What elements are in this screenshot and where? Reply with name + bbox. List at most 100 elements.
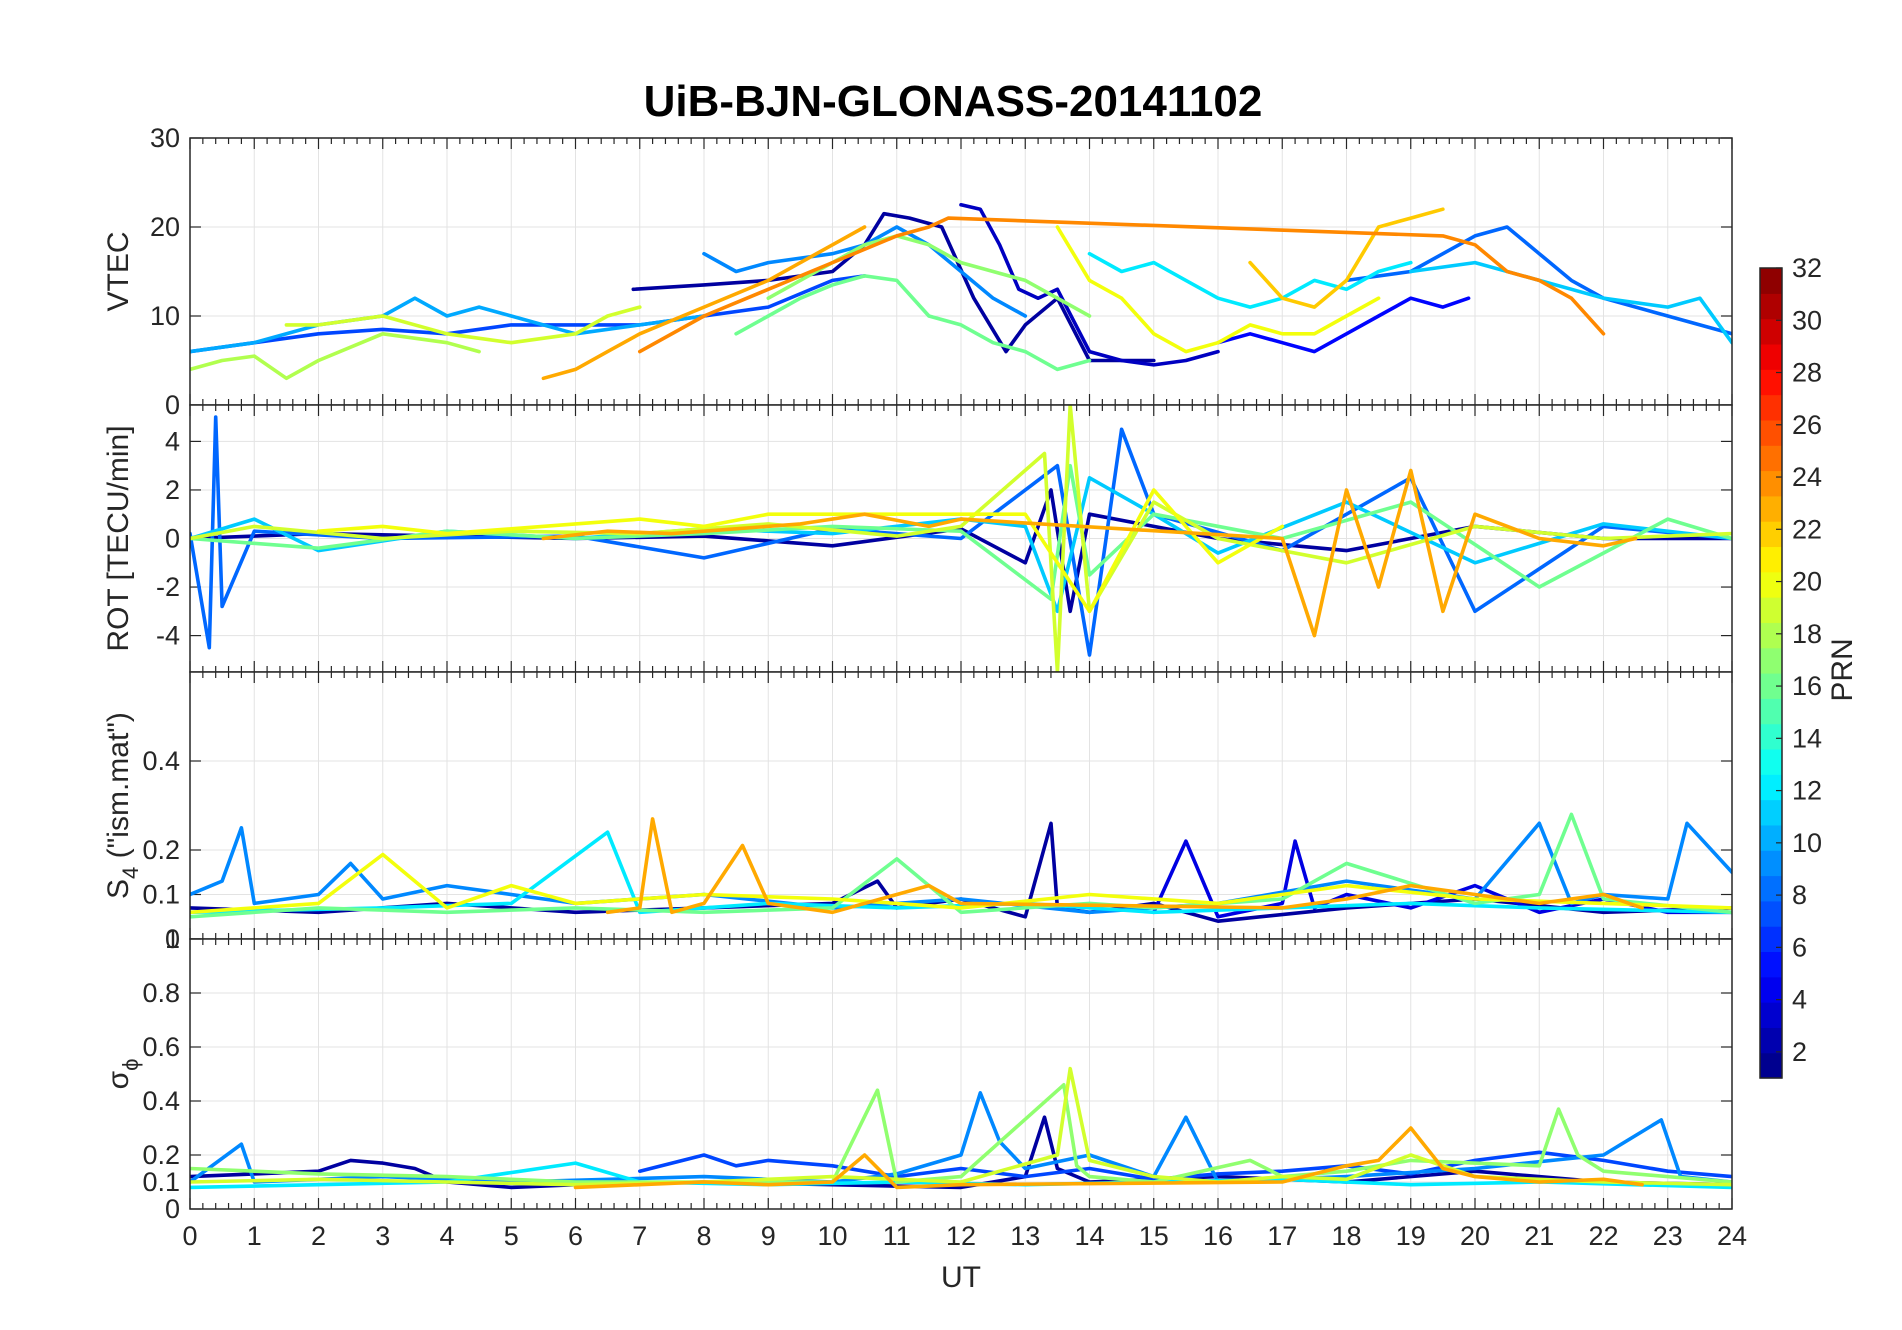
panel-1: 0 10 20 30 VTEC <box>102 123 1733 420</box>
colorbar-segment <box>1760 723 1782 750</box>
colorbar-segment <box>1760 1052 1782 1079</box>
colorbar-segment <box>1760 445 1782 472</box>
colorbar-segment <box>1760 875 1782 902</box>
series-line-prn-23 <box>573 1126 1644 1190</box>
series-line-prn-23 <box>541 225 867 381</box>
series-line-prn-19 <box>284 305 642 345</box>
colorbar-segment <box>1760 419 1782 446</box>
colorbar-tick-label: 30 <box>1792 305 1822 335</box>
series-line-prn-2 <box>190 821 1732 923</box>
colorbar-tick-label: 26 <box>1792 410 1822 440</box>
traces <box>190 203 1732 381</box>
panel-2: -4 -2 0 2 4 ROT [TECU/min] <box>102 404 1733 673</box>
y-tick-label: 0.1 <box>142 880 180 910</box>
y-tick-label: 0.6 <box>142 1032 180 1062</box>
x-tick-label: 15 <box>1139 1221 1169 1251</box>
colorbar-segment <box>1760 748 1782 775</box>
colorbar-segment <box>1760 799 1782 826</box>
x-tick-label: 1 <box>247 1221 262 1251</box>
y-axis-label: ROT [TECU/min] <box>102 425 135 651</box>
colorbar-segment <box>1760 951 1782 978</box>
x-tick-label: 10 <box>817 1221 847 1251</box>
colorbar-segment <box>1760 293 1782 320</box>
y-axis-label: S4 ("ism.mat") <box>102 712 143 899</box>
colorbar-segment <box>1760 850 1782 877</box>
colorbar-tick-label: 20 <box>1792 567 1822 597</box>
x-tick-label: 4 <box>439 1221 454 1251</box>
y-tick-label: 2 <box>165 475 180 505</box>
y-axis-label: VTEC <box>102 231 135 311</box>
colorbar-segment <box>1760 470 1782 497</box>
colorbar-segment <box>1760 622 1782 649</box>
colorbar-tick-label: 16 <box>1792 671 1822 701</box>
y-axis-label-main: σ <box>102 1070 135 1089</box>
series-line-prn-23 <box>605 817 1644 915</box>
y-axis-label-subscript: ϕ <box>118 1059 143 1071</box>
x-tick-label: 7 <box>632 1221 647 1251</box>
series-line-prn-10 <box>190 296 706 354</box>
x-tick-label: 16 <box>1203 1221 1233 1251</box>
colorbar-segment <box>1760 698 1782 725</box>
colorbar-tick-label: 32 <box>1792 253 1822 283</box>
colorbar-tick-label: 22 <box>1792 514 1822 544</box>
colorbar-segment <box>1760 1027 1782 1054</box>
series-line-prn-5 <box>1216 296 1471 354</box>
panel-3: 00.10.20.4S4 ("ism.mat") <box>102 671 1733 954</box>
colorbar-segment <box>1760 976 1782 1003</box>
colorbar-segment <box>1760 647 1782 674</box>
series-line-prn-12 <box>190 830 1732 915</box>
series-line-prn-2 <box>631 211 1156 363</box>
colorbar-segment <box>1760 521 1782 548</box>
colorbar-segment <box>1760 774 1782 801</box>
y-tick-label: 0.1 <box>142 1167 180 1197</box>
x-tick-label: 20 <box>1460 1221 1490 1251</box>
x-tick-label: 0 <box>182 1221 197 1251</box>
series-line-prn-3 <box>959 203 1220 367</box>
colorbar-tick-label: 10 <box>1792 828 1822 858</box>
series-line-prn-9 <box>702 225 1028 318</box>
x-tick-label: 14 <box>1074 1221 1104 1251</box>
series-line-prn-24 <box>638 216 1606 354</box>
y-tick-label: 0.2 <box>142 1140 180 1170</box>
x-tick-label: 24 <box>1717 1221 1747 1251</box>
colorbar-segment <box>1760 1002 1782 1028</box>
x-tick-label: 18 <box>1331 1221 1361 1251</box>
y-tick-label: 10 <box>150 301 180 331</box>
y-tick-label: 20 <box>150 212 180 242</box>
colorbar-tick-label: 2 <box>1792 1037 1807 1067</box>
y-axis-label-subscript: 4 <box>118 867 143 879</box>
colorbar-segment <box>1760 597 1782 623</box>
series-line-prn-16 <box>734 274 1092 372</box>
x-tick-label: 23 <box>1653 1221 1683 1251</box>
series-line-prn-8 <box>1344 225 1732 336</box>
series-line-prn-20 <box>1055 225 1381 354</box>
y-tick-label: 4 <box>165 426 180 456</box>
x-tick-label: 13 <box>1010 1221 1040 1251</box>
colorbar-tick-label: 18 <box>1792 619 1822 649</box>
y-tick-label: -4 <box>156 621 180 651</box>
series-line-prn-12 <box>1087 251 1413 309</box>
colorbar-segment <box>1760 394 1782 421</box>
series-line-prn-7 <box>638 1150 1732 1182</box>
x-axis-label: UT <box>941 1261 981 1294</box>
series-line-prn-17 <box>766 234 1092 318</box>
colorbar-tick-label: 14 <box>1792 723 1822 753</box>
traces <box>190 812 1732 923</box>
y-axis-label-rest: ("ism.mat") <box>102 712 135 867</box>
y-tick-label: 0.4 <box>142 1086 180 1116</box>
series-line-prn-11 <box>1409 260 1732 345</box>
colorbar-segment <box>1760 926 1782 953</box>
colorbar-tick-label: 28 <box>1792 358 1822 388</box>
y-tick-label: 0.8 <box>142 978 180 1008</box>
series-line-prn-23 <box>541 468 1638 638</box>
y-axis-label-main: S <box>102 879 135 899</box>
x-tick-label: 2 <box>311 1221 326 1251</box>
x-tick-label: 22 <box>1588 1221 1618 1251</box>
y-tick-label: 0 <box>165 524 180 554</box>
panel-frame <box>189 938 1733 1210</box>
series-line-prn-18 <box>190 332 481 381</box>
x-tick-label: 17 <box>1267 1221 1297 1251</box>
